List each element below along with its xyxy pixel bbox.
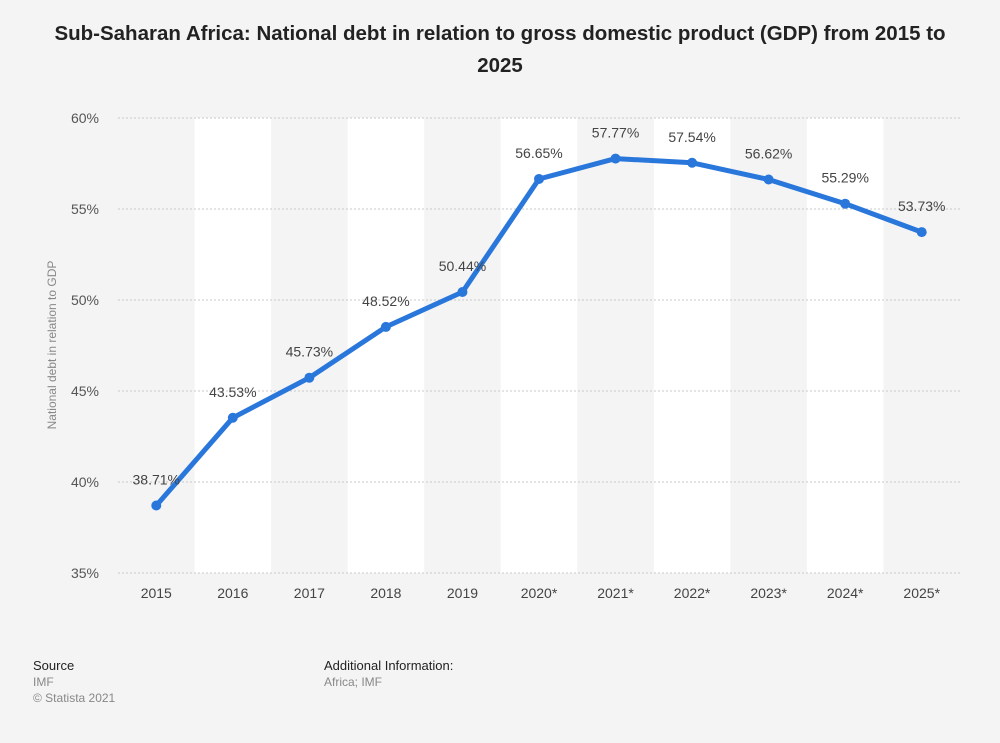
chart-title: Sub-Saharan Africa: National debt in rel… [54,22,946,77]
data-point [610,153,621,164]
y-tick-label: 35% [71,565,99,581]
y-axis-label: National debt in relation to GDP [45,261,59,430]
x-tick-label: 2023* [750,585,787,601]
additional-info-block: Additional Information: Africa; IMF [324,658,453,690]
data-label: 48.52% [362,293,409,309]
data-point [840,198,851,209]
data-point [380,321,391,332]
data-point [763,174,774,185]
copyright: © Statista 2021 [33,691,116,705]
y-axis-tick-labels: 35% 40% 45% 50% 55% 60% [71,110,99,581]
data-point [304,372,315,383]
data-point [457,286,468,297]
data-points [151,153,927,511]
y-tick-label: 45% [71,383,99,399]
y-tick-label: 55% [71,201,99,217]
column-band [500,118,578,573]
x-tick-label: 2022* [674,585,711,601]
x-tick-label: 2024* [827,585,864,601]
x-tick-label: 2017 [294,585,325,601]
source-block: Source IMF © Statista 2021 [33,658,115,706]
x-tick-label: 2019 [447,585,478,601]
info-heading: Additional Information: [324,658,454,673]
column-band [653,118,731,573]
data-point [916,227,927,238]
info-text: Africa; IMF [324,675,383,689]
source-name: IMF [33,675,54,689]
data-point [151,500,162,511]
data-labels: 38.71% 43.53% 45.73% 48.52% 50.44% 56.65% 57.7… [133,125,946,488]
data-point [687,157,698,168]
data-label: 57.77% [592,125,639,141]
y-tick-label: 60% [71,110,99,126]
y-tick-label: 40% [71,474,99,490]
data-label: 38.71% [133,471,180,487]
x-tick-label: 2018 [370,585,401,601]
x-tick-label: 2015 [141,585,172,601]
data-label: 43.53% [209,384,256,400]
data-label: 50.44% [439,258,486,274]
x-tick-label: 2025* [903,585,940,601]
data-label: 57.54% [668,129,715,145]
x-tick-label: 2020* [521,585,558,601]
data-point [227,412,238,423]
x-axis-tick-labels: 2015 2016 2017 2018 2019 2020* 2021* 2022* 2023*… [141,585,941,601]
x-tick-label: 2021* [597,585,634,601]
data-label: 53.73% [898,198,945,214]
data-label: 55.29% [821,170,868,186]
data-label: 56.65% [515,145,562,161]
data-label: 56.62% [745,146,792,162]
data-point [534,173,544,184]
y-tick-label: 50% [71,292,99,308]
column-band [194,118,272,573]
column-band [806,118,884,573]
alternating-column-bands [194,118,884,573]
source-heading: Source [33,658,75,673]
data-label: 45.73% [286,344,333,360]
grid-lines [118,117,960,574]
x-tick-label: 2016 [217,585,248,601]
